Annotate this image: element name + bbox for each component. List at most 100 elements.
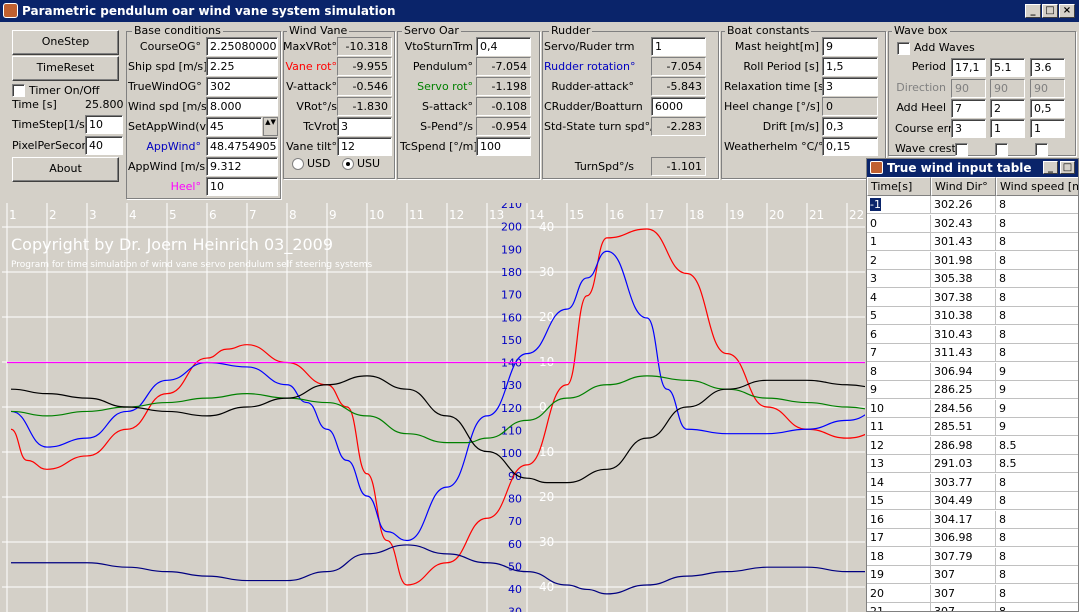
table-cell-19-0[interactable]: 18 xyxy=(867,547,931,566)
table-cell-20-1[interactable]: 307 xyxy=(931,566,996,584)
table-cell-8-1[interactable]: 311.43 xyxy=(931,344,996,362)
table-cell-1-2[interactable]: 8 xyxy=(996,215,1078,233)
table-cell-1-1[interactable]: 302.43 xyxy=(931,214,996,233)
table-cell-4-1[interactable]: 305.38 xyxy=(931,270,996,288)
timestep-input[interactable]: 10 xyxy=(85,115,123,134)
table-cell-17-1[interactable]: 304.17 xyxy=(931,510,996,529)
table-cell-2-0[interactable]: 1 xyxy=(867,233,931,251)
servo-value-0[interactable]: 0,4 xyxy=(476,37,531,56)
table-cell-3-0[interactable]: 2 xyxy=(867,251,931,270)
table-cell-19-2[interactable]: 8 xyxy=(996,548,1078,566)
table-cell-20-0[interactable]: 19 xyxy=(867,566,931,584)
table-cell-14-2[interactable]: 8.5 xyxy=(996,455,1078,473)
table-cell-13-2[interactable]: 8.5 xyxy=(996,437,1078,455)
minimize-button[interactable]: _ xyxy=(1025,4,1041,18)
table-cell-22-2[interactable]: 8 xyxy=(996,603,1078,611)
table-cell-16-0[interactable]: 15 xyxy=(867,492,931,510)
table-cell-7-0[interactable]: 6 xyxy=(867,325,931,344)
courseerr-input-3[interactable]: 1 xyxy=(1030,119,1065,138)
table-cell-2-1[interactable]: 301.43 xyxy=(931,233,996,251)
base-value-1[interactable]: 2.25 xyxy=(206,57,278,76)
base-value-5[interactable]: 48.47549053 xyxy=(206,137,278,156)
add-waves-checkbox[interactable] xyxy=(897,42,910,55)
pps-input[interactable]: 40 xyxy=(85,136,123,155)
table-cell-9-0[interactable]: 8 xyxy=(867,362,931,381)
table-cell-5-0[interactable]: 4 xyxy=(867,288,931,307)
table-cell-20-2[interactable]: 8 xyxy=(996,566,1078,584)
table-cell-6-2[interactable]: 8 xyxy=(996,307,1078,325)
table-cell-11-2[interactable]: 9 xyxy=(996,400,1078,418)
period-input-3[interactable]: 3.6 xyxy=(1030,58,1065,77)
wavecrest-checkbox-3[interactable] xyxy=(1035,143,1048,156)
direction-input-2[interactable]: 90 xyxy=(990,79,1025,98)
table-cell-6-1[interactable]: 310.38 xyxy=(931,307,996,325)
rudder-value-0[interactable]: 1 xyxy=(651,37,706,56)
base-value-6[interactable]: 9.312 xyxy=(206,157,278,176)
table-cell-21-0[interactable]: 20 xyxy=(867,584,931,603)
table-cell-13-0[interactable]: 12 xyxy=(867,436,931,455)
table-header-windspeed[interactable]: Wind speed [m/s] xyxy=(996,177,1078,196)
table-cell-7-2[interactable]: 8 xyxy=(996,326,1078,344)
table-cell-4-0[interactable]: 3 xyxy=(867,270,931,288)
usu-radio[interactable] xyxy=(342,158,354,170)
table-cell-15-0[interactable]: 14 xyxy=(867,473,931,492)
table-cell-15-1[interactable]: 303.77 xyxy=(931,473,996,492)
direction-input-3[interactable]: 90 xyxy=(1030,79,1065,98)
base-value-2[interactable]: 302 xyxy=(206,77,278,96)
direction-input-1[interactable]: 90 xyxy=(951,79,986,98)
table-cell-12-1[interactable]: 285.51 xyxy=(931,418,996,436)
table-cell-14-1[interactable]: 291.03 xyxy=(931,455,996,473)
table-cell-18-1[interactable]: 306.98 xyxy=(931,529,996,547)
table-cell-19-1[interactable]: 307.79 xyxy=(931,547,996,566)
table-cell-21-1[interactable]: 307 xyxy=(931,584,996,603)
boat-value-5[interactable]: 0,15 xyxy=(822,137,878,156)
base-value-7[interactable]: 10 xyxy=(206,177,278,196)
boat-value-2[interactable]: 3 xyxy=(822,77,878,96)
timereset-button[interactable]: TimeReset xyxy=(12,56,119,81)
table-cell-18-2[interactable]: 8 xyxy=(996,529,1078,547)
table-cell-8-2[interactable]: 8 xyxy=(996,344,1078,362)
table-cell-21-2[interactable]: 8 xyxy=(996,585,1078,603)
table-cell-11-0[interactable]: 10 xyxy=(867,399,931,418)
table-cell-22-1[interactable]: 307 xyxy=(931,603,996,611)
table-cell-0-0[interactable]: -1 xyxy=(867,196,931,214)
servo-value-5[interactable]: 100 xyxy=(476,137,531,156)
table-cell-4-2[interactable]: 8 xyxy=(996,270,1078,288)
table-cell-5-2[interactable]: 8 xyxy=(996,289,1078,307)
rudder-value-3[interactable]: 6000 xyxy=(651,97,706,116)
table-cell-18-0[interactable]: 17 xyxy=(867,529,931,547)
table-cell-17-0[interactable]: 16 xyxy=(867,510,931,529)
table-cell-11-1[interactable]: 284.56 xyxy=(931,399,996,418)
table-cell-2-2[interactable]: 8 xyxy=(996,233,1078,251)
table-cell-16-2[interactable]: 8 xyxy=(996,492,1078,510)
table-cell-13-1[interactable]: 286.98 xyxy=(931,436,996,455)
courseerr-input-1[interactable]: 3 xyxy=(951,119,986,138)
base-value-3[interactable]: 8.000 xyxy=(206,97,278,116)
table-cell-22-0[interactable]: 21 xyxy=(867,603,931,611)
addheel-input-2[interactable]: 2 xyxy=(990,99,1025,118)
period-input-2[interactable]: 5.1 xyxy=(990,58,1025,77)
table-cell-12-2[interactable]: 9 xyxy=(996,418,1078,436)
table-cell-10-2[interactable]: 9 xyxy=(996,381,1078,399)
onestep-button[interactable]: OneStep xyxy=(12,30,119,55)
courseerr-input-2[interactable]: 1 xyxy=(990,119,1025,138)
about-button[interactable]: About xyxy=(12,157,119,182)
usd-radio[interactable] xyxy=(292,158,304,170)
boat-value-0[interactable]: 9 xyxy=(822,37,878,56)
table-minimize-button[interactable]: _ xyxy=(1043,161,1058,174)
timer-checkbox[interactable] xyxy=(12,84,25,97)
table-cell-17-2[interactable]: 8 xyxy=(996,511,1078,529)
boat-value-1[interactable]: 1,5 xyxy=(822,57,878,76)
boat-value-4[interactable]: 0,3 xyxy=(822,117,878,136)
table-cell-10-1[interactable]: 286.25 xyxy=(931,381,996,399)
maximize-button[interactable]: □ xyxy=(1042,4,1058,18)
close-button[interactable]: × xyxy=(1059,4,1075,18)
table-cell-1-0[interactable]: 0 xyxy=(867,214,931,233)
addheel-input-3[interactable]: 0,5 xyxy=(1030,99,1065,118)
table-cell-6-0[interactable]: 5 xyxy=(867,307,931,325)
base-value-4[interactable]: 45 xyxy=(206,117,262,136)
table-cell-0-1[interactable]: 302.26 xyxy=(931,196,996,214)
base-value-0[interactable]: 2.25080000 xyxy=(206,37,278,56)
addheel-input-1[interactable]: 7 xyxy=(951,99,986,118)
wavecrest-checkbox-2[interactable] xyxy=(995,143,1008,156)
